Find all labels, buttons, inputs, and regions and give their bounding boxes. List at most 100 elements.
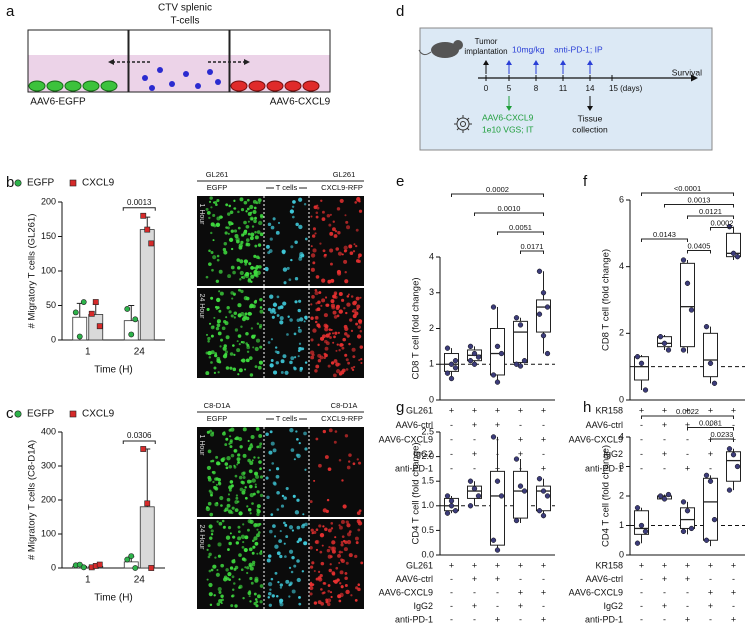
- cell-dot: [216, 568, 219, 571]
- cell-dot: [232, 344, 235, 347]
- cell-dot: [208, 569, 212, 573]
- cell-dot: [346, 302, 351, 307]
- day-label: 0: [484, 84, 489, 93]
- data-point: [665, 347, 672, 353]
- cell-dot: [290, 570, 294, 574]
- x-axis-label: Time (H): [94, 365, 133, 376]
- cell-dot: [360, 561, 364, 565]
- cell-dot: [234, 474, 238, 478]
- cell-dot: [322, 210, 325, 214]
- cell-dot: [341, 535, 345, 539]
- cell-dot: [298, 299, 302, 303]
- cell-dot: [310, 245, 313, 248]
- significance-bracket: [687, 250, 711, 254]
- cell-dot: [252, 545, 256, 549]
- cell-dot: [356, 304, 361, 309]
- mouse-icon: [418, 40, 463, 58]
- cell-dot: [208, 262, 212, 267]
- cell-dot: [254, 216, 257, 220]
- cell-dot: [243, 229, 248, 234]
- y-tick-label: 200: [41, 196, 56, 206]
- cell-dot: [296, 577, 301, 583]
- condition-sign: -: [732, 601, 735, 611]
- day-label: 15 (days): [609, 84, 643, 93]
- cell-dot: [248, 595, 251, 598]
- cell-dot: [353, 300, 358, 305]
- cell-dot: [205, 207, 209, 211]
- data-point: [498, 493, 505, 499]
- cell-dot: [229, 435, 232, 438]
- cell-dot: [329, 563, 332, 566]
- data-point: [498, 350, 505, 357]
- cell-dot: [234, 328, 239, 332]
- p-value: 0.0002: [486, 185, 509, 194]
- significance-bracket: [641, 415, 734, 419]
- p-value: 0.0081: [699, 418, 722, 427]
- data-point: [471, 350, 478, 357]
- data-point: [444, 370, 451, 376]
- condition-label: KR158: [595, 405, 623, 415]
- cell-dot: [225, 437, 229, 441]
- cxcl9-cells: [230, 80, 320, 92]
- cell-dot: [235, 541, 240, 545]
- data-point: [726, 446, 733, 452]
- cell-dot: [240, 341, 243, 344]
- cell-dot: [324, 296, 328, 299]
- cell-dot: [230, 453, 235, 458]
- box: [703, 477, 718, 541]
- data-point: [726, 487, 733, 493]
- cell-dot: [300, 253, 305, 258]
- cell-dot: [355, 259, 360, 263]
- cell-dot: [240, 568, 244, 572]
- cell-dot: [344, 576, 348, 580]
- cell-dot: [332, 332, 335, 335]
- data-point: [540, 290, 547, 296]
- endpoint-label: Survival: [672, 67, 702, 77]
- cell-dot: [246, 350, 250, 353]
- cell-dot: [340, 558, 345, 564]
- cell-dot: [223, 344, 227, 348]
- condition-sign: +: [731, 614, 736, 624]
- cell-dot: [314, 369, 318, 373]
- cell-dot: [212, 255, 217, 260]
- cell-dot: [255, 600, 259, 604]
- p-value: 0.0121: [699, 207, 722, 216]
- cell-dot: [297, 328, 302, 333]
- cell-dot: [241, 276, 244, 279]
- cell-dot: [323, 352, 327, 356]
- cell-dot: [276, 314, 280, 317]
- cell-dot: [345, 311, 348, 315]
- cell-dot: [227, 548, 230, 551]
- cell-dot: [210, 334, 214, 338]
- condition-sign: -: [709, 614, 712, 624]
- cell-dot: [338, 550, 342, 554]
- cell-dot: [272, 370, 278, 375]
- condition-label: IgG2: [603, 601, 623, 611]
- p-value: 0.0022: [676, 407, 699, 416]
- cell-dot: [324, 346, 329, 351]
- data-point: [521, 358, 528, 364]
- cell-dot: [326, 213, 331, 218]
- cell-dot: [254, 578, 259, 583]
- cell-dot: [342, 504, 347, 509]
- egfp-cells: [28, 80, 118, 92]
- cell-dot: [345, 589, 350, 595]
- y-axis-label: CD8 T cell (fold change): [411, 277, 422, 379]
- cell-dot: [242, 471, 246, 475]
- cell-dot: [257, 456, 260, 459]
- cell-dot: [224, 443, 228, 447]
- cell-dot: [329, 248, 334, 253]
- cell-dot: [218, 590, 222, 594]
- cell-dot: [234, 234, 239, 239]
- cell-dot: [279, 530, 282, 533]
- cell-dot: [356, 458, 359, 461]
- cell-dot: [247, 311, 252, 316]
- cell-dot: [253, 536, 258, 541]
- arrow-head: [587, 106, 593, 111]
- data-point: [544, 493, 551, 499]
- cell-dot: [231, 559, 236, 564]
- cell-dot: [251, 560, 256, 565]
- condition-sign: +: [731, 587, 736, 597]
- cell-dot: [225, 316, 228, 319]
- cell-dot: [340, 585, 344, 589]
